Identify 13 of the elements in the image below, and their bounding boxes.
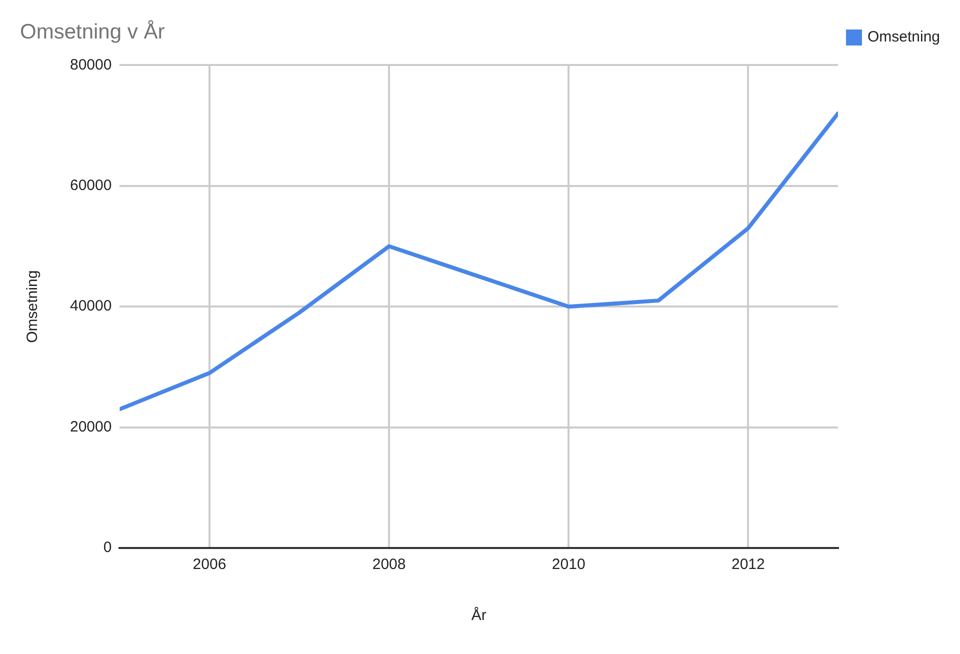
x-tick-label: 2012 [732,556,765,574]
x-tick-label: 2008 [372,556,406,574]
y-axis-title: Omsetning [24,270,42,343]
x-axis-title: År [471,606,486,624]
x-tick-label: 2006 [192,556,226,574]
y-tick-label: 0 [103,539,112,556]
y-tick-label: 20000 [70,418,112,436]
legend-label: Omsetning [867,28,940,46]
y-tick-label: 80000 [70,56,112,74]
y-tick-label: 60000 [70,177,112,194]
x-tick-label: 2010 [552,556,586,574]
chart-title: Omsetning v År [20,19,165,44]
y-tick-label: 40000 [70,298,112,315]
